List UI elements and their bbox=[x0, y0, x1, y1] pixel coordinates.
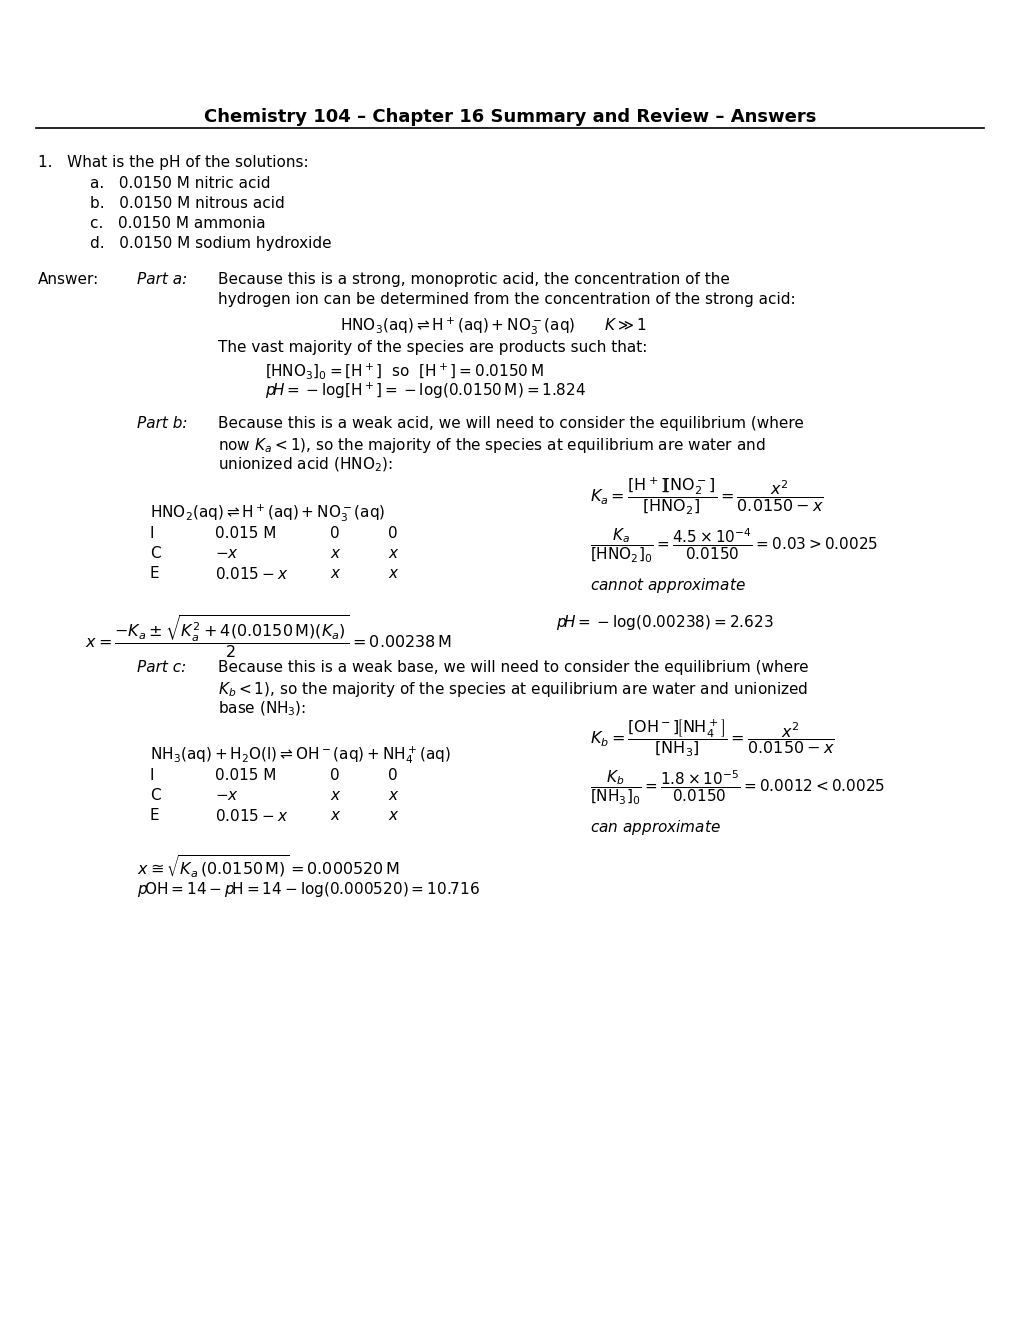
Text: $K_b<1$), so the majority of the species at equilibrium are water and unionized: $K_b<1$), so the majority of the species… bbox=[218, 680, 807, 700]
Text: $p\!H=-\log(0.00238)=2.623$: $p\!H=-\log(0.00238)=2.623$ bbox=[555, 612, 772, 632]
Text: E: E bbox=[150, 566, 159, 581]
Text: $\mathit{can\ approximate}$: $\mathit{can\ approximate}$ bbox=[589, 818, 720, 837]
Text: $-x$: $-x$ bbox=[215, 546, 238, 561]
Text: $x$: $x$ bbox=[387, 566, 399, 581]
Text: Part b:: Part b: bbox=[137, 416, 187, 432]
Text: I: I bbox=[150, 768, 154, 783]
Text: 0.015 M: 0.015 M bbox=[215, 525, 276, 541]
Text: 0: 0 bbox=[387, 768, 397, 783]
Text: $K_b=\dfrac{\left[\mathrm{OH^-}\right]\!\left[\mathrm{NH_4^+}\right]}{\left[\mat: $K_b=\dfrac{\left[\mathrm{OH^-}\right]\!… bbox=[589, 718, 834, 759]
Text: Because this is a weak acid, we will need to consider the equilibrium (where: Because this is a weak acid, we will nee… bbox=[218, 416, 803, 432]
Text: E: E bbox=[150, 808, 159, 822]
Text: 0: 0 bbox=[330, 768, 339, 783]
Text: $\mathrm{HNO_3(aq)\rightleftharpoons H^+(aq)+NO_3^-(aq)}$$\qquad K\gg1$: $\mathrm{HNO_3(aq)\rightleftharpoons H^+… bbox=[339, 315, 646, 337]
Text: 0: 0 bbox=[387, 525, 397, 541]
Text: $\dfrac{K_a}{\left[\mathrm{HNO_2}\right]_0}=\dfrac{4.5\times10^{-4}}{0.0150}=0.0: $\dfrac{K_a}{\left[\mathrm{HNO_2}\right]… bbox=[589, 525, 877, 564]
Text: base (NH$_3$):: base (NH$_3$): bbox=[218, 700, 306, 718]
Text: now $K_a<1$), so the majority of the species at equilibrium are water and: now $K_a<1$), so the majority of the spe… bbox=[218, 436, 764, 455]
Text: $x$: $x$ bbox=[330, 788, 341, 803]
Text: d.   0.0150 M sodium hydroxide: d. 0.0150 M sodium hydroxide bbox=[90, 236, 331, 251]
Text: $p\!H=-\log[\mathrm{H}^+]=-\log(0.0150\,\mathrm{M})=1.824$: $p\!H=-\log[\mathrm{H}^+]=-\log(0.0150\,… bbox=[265, 381, 586, 401]
Text: Because this is a weak base, we will need to consider the equilibrium (where: Because this is a weak base, we will nee… bbox=[218, 660, 808, 675]
Text: $K_a=\dfrac{\left[\mathrm{H^+}\right]\!\left[\mathrm{NO_2^-}\right]}{\left[\math: $K_a=\dfrac{\left[\mathrm{H^+}\right]\!\… bbox=[589, 477, 823, 517]
Text: I: I bbox=[150, 525, 154, 541]
Text: $x$: $x$ bbox=[387, 788, 399, 803]
Text: $x$: $x$ bbox=[330, 546, 341, 561]
Text: Part a:: Part a: bbox=[137, 272, 187, 286]
Text: Part c:: Part c: bbox=[137, 660, 186, 675]
Text: hydrogen ion can be determined from the concentration of the strong acid:: hydrogen ion can be determined from the … bbox=[218, 292, 795, 308]
Text: $x=\dfrac{-K_a\pm\sqrt{K_a^2+4(0.0150\,\mathrm{M})(K_a)}}{2}=0.00238\,\mathrm{M}: $x=\dfrac{-K_a\pm\sqrt{K_a^2+4(0.0150\,\… bbox=[85, 612, 451, 660]
Text: b.   0.0150 M nitrous acid: b. 0.0150 M nitrous acid bbox=[90, 195, 284, 211]
Text: $x\cong\sqrt{K_a\,(0.0150\,\mathrm{M})}=0.000520\,\mathrm{M}$: $x\cong\sqrt{K_a\,(0.0150\,\mathrm{M})}=… bbox=[137, 854, 399, 880]
Text: 0: 0 bbox=[330, 525, 339, 541]
Text: C: C bbox=[150, 788, 160, 803]
Text: $\dfrac{K_b}{\left[\mathrm{NH_3}\right]_0}=\dfrac{1.8\times10^{-5}}{0.0150}=0.00: $\dfrac{K_b}{\left[\mathrm{NH_3}\right]_… bbox=[589, 768, 884, 807]
Text: $-x$: $-x$ bbox=[215, 788, 238, 803]
Text: 0.015 M: 0.015 M bbox=[215, 768, 276, 783]
Text: $0.015-x$: $0.015-x$ bbox=[215, 808, 288, 824]
Text: a.   0.0150 M nitric acid: a. 0.0150 M nitric acid bbox=[90, 176, 270, 191]
Text: $\mathrm{HNO_2(aq)\rightleftharpoons H^+(aq)+NO_3^-(aq)}$: $\mathrm{HNO_2(aq)\rightleftharpoons H^+… bbox=[150, 502, 385, 524]
Text: Answer:: Answer: bbox=[38, 272, 99, 286]
Text: unionized acid (HNO$_2$):: unionized acid (HNO$_2$): bbox=[218, 455, 392, 474]
Text: C: C bbox=[150, 546, 160, 561]
Text: $0.015-x$: $0.015-x$ bbox=[215, 566, 288, 582]
Text: Chemistry 104 – Chapter 16 Summary and Review – Answers: Chemistry 104 – Chapter 16 Summary and R… bbox=[204, 108, 815, 125]
Text: $\mathit{cannot\ approximate}$: $\mathit{cannot\ approximate}$ bbox=[589, 576, 745, 595]
Text: $p\!\mathrm{OH}=14-p\!\mathrm{H}=14-\log(0.000520)=10.716$: $p\!\mathrm{OH}=14-p\!\mathrm{H}=14-\log… bbox=[137, 880, 480, 899]
Text: $\mathrm{NH_3(aq)+H_2O(l)\rightleftharpoons OH^-(aq)+NH_4^+(aq)}$: $\mathrm{NH_3(aq)+H_2O(l)\rightleftharpo… bbox=[150, 744, 450, 766]
Text: Because this is a strong, monoprotic acid, the concentration of the: Because this is a strong, monoprotic aci… bbox=[218, 272, 730, 286]
Text: $x$: $x$ bbox=[330, 566, 341, 581]
Text: $\mathrm{[HNO_3]_0=[H^+]}$  so  $\mathrm{[H^+]=0.0150\,M}$: $\mathrm{[HNO_3]_0=[H^+]}$ so $\mathrm{[… bbox=[265, 360, 543, 380]
Text: $x$: $x$ bbox=[387, 546, 399, 561]
Text: c.   0.0150 M ammonia: c. 0.0150 M ammonia bbox=[90, 216, 265, 231]
Text: 1.   What is the pH of the solutions:: 1. What is the pH of the solutions: bbox=[38, 154, 309, 170]
Text: $x$: $x$ bbox=[330, 808, 341, 822]
Text: $x$: $x$ bbox=[387, 808, 399, 822]
Text: The vast majority of the species are products such that:: The vast majority of the species are pro… bbox=[218, 341, 647, 355]
